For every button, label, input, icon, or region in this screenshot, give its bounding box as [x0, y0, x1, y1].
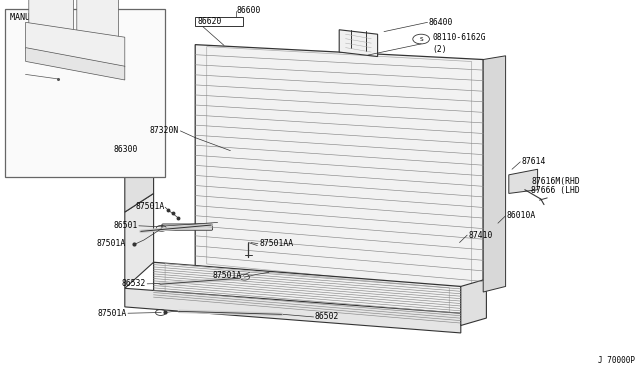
- FancyBboxPatch shape: [162, 224, 212, 230]
- Text: 86620: 86620: [197, 17, 221, 26]
- Text: 87501A: 87501A: [97, 239, 126, 248]
- Text: 86010A: 86010A: [507, 211, 536, 220]
- Text: 87501A: 87501A: [97, 309, 127, 318]
- Text: 86600: 86600: [237, 6, 261, 15]
- Text: 87666 (LHD: 87666 (LHD: [531, 186, 580, 195]
- Polygon shape: [29, 0, 74, 45]
- Text: 08110-6162G: 08110-6162G: [433, 33, 486, 42]
- Polygon shape: [195, 45, 483, 292]
- Bar: [195, 17, 243, 26]
- Polygon shape: [509, 169, 538, 193]
- Text: 87410: 87410: [468, 231, 493, 240]
- Polygon shape: [77, 0, 118, 56]
- Text: S: S: [419, 36, 423, 42]
- Text: 87614: 87614: [522, 157, 546, 166]
- Text: 86400: 86400: [429, 18, 453, 27]
- Text: 86502: 86502: [315, 312, 339, 321]
- Polygon shape: [125, 288, 461, 333]
- Polygon shape: [125, 45, 154, 212]
- Polygon shape: [339, 30, 378, 57]
- Polygon shape: [125, 193, 154, 288]
- Polygon shape: [154, 262, 461, 326]
- Polygon shape: [26, 22, 125, 67]
- Text: 87501AA: 87501AA: [259, 239, 293, 248]
- Text: J 70000P: J 70000P: [598, 356, 635, 365]
- Text: MANUAL TRANS: MANUAL TRANS: [10, 13, 70, 22]
- Text: 86300: 86300: [113, 145, 138, 154]
- Polygon shape: [26, 48, 125, 80]
- Bar: [5, 9, 165, 177]
- Text: 87501A: 87501A: [212, 271, 242, 280]
- Polygon shape: [461, 279, 486, 326]
- Text: 87501A: 87501A: [136, 202, 165, 211]
- Text: 86501: 86501: [113, 221, 138, 230]
- Polygon shape: [483, 56, 506, 292]
- Text: (2): (2): [433, 45, 447, 54]
- Text: 87320N: 87320N: [150, 126, 179, 135]
- Text: 87616M(RHD: 87616M(RHD: [531, 177, 580, 186]
- Text: 86532: 86532: [122, 279, 146, 288]
